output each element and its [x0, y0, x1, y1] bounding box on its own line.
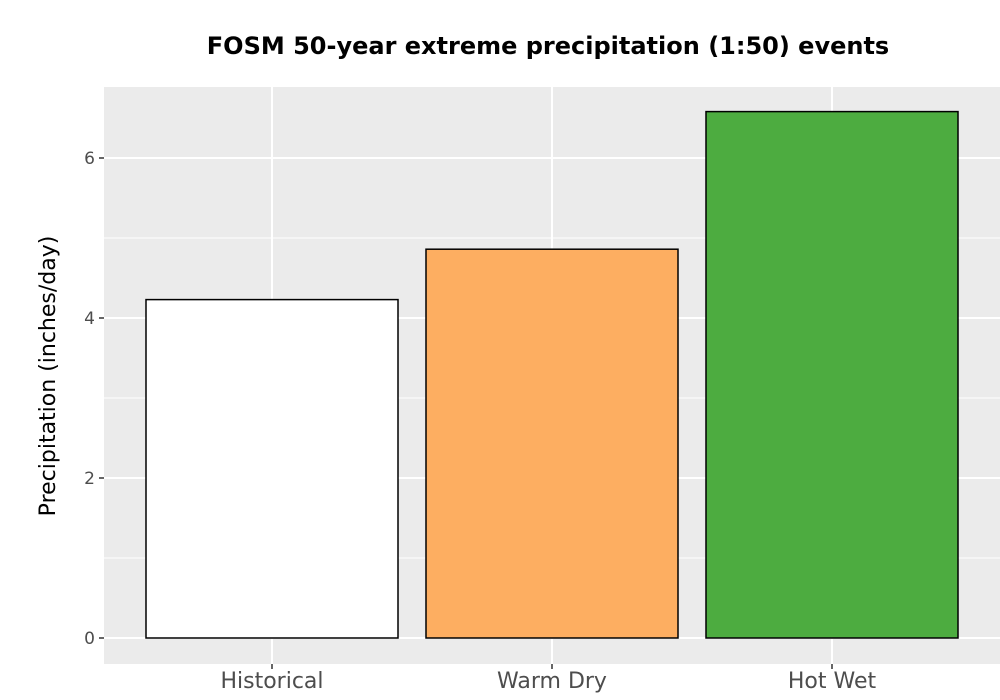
y-tick-label: 2 [84, 469, 95, 489]
chart-title: FOSM 50-year extreme precipitation (1:50… [207, 32, 889, 60]
x-tick-label: Historical [220, 669, 323, 694]
y-axis-ticks: 0 2 4 6 [84, 149, 104, 649]
x-axis-ticks: Historical Warm Dry Hot Wet [220, 664, 876, 694]
bar-historical [145, 298, 399, 639]
x-tick-label: Warm Dry [497, 669, 607, 694]
y-tick-label: 6 [84, 149, 95, 169]
y-axis-label: Precipitation (inches/day) [36, 236, 61, 517]
x-tick-label: Hot Wet [788, 669, 877, 694]
bars [145, 110, 959, 639]
bar-hot-wet [705, 110, 959, 639]
y-tick-label: 0 [84, 629, 95, 649]
y-tick-label: 4 [84, 309, 95, 329]
bar-warm-dry [425, 248, 679, 639]
